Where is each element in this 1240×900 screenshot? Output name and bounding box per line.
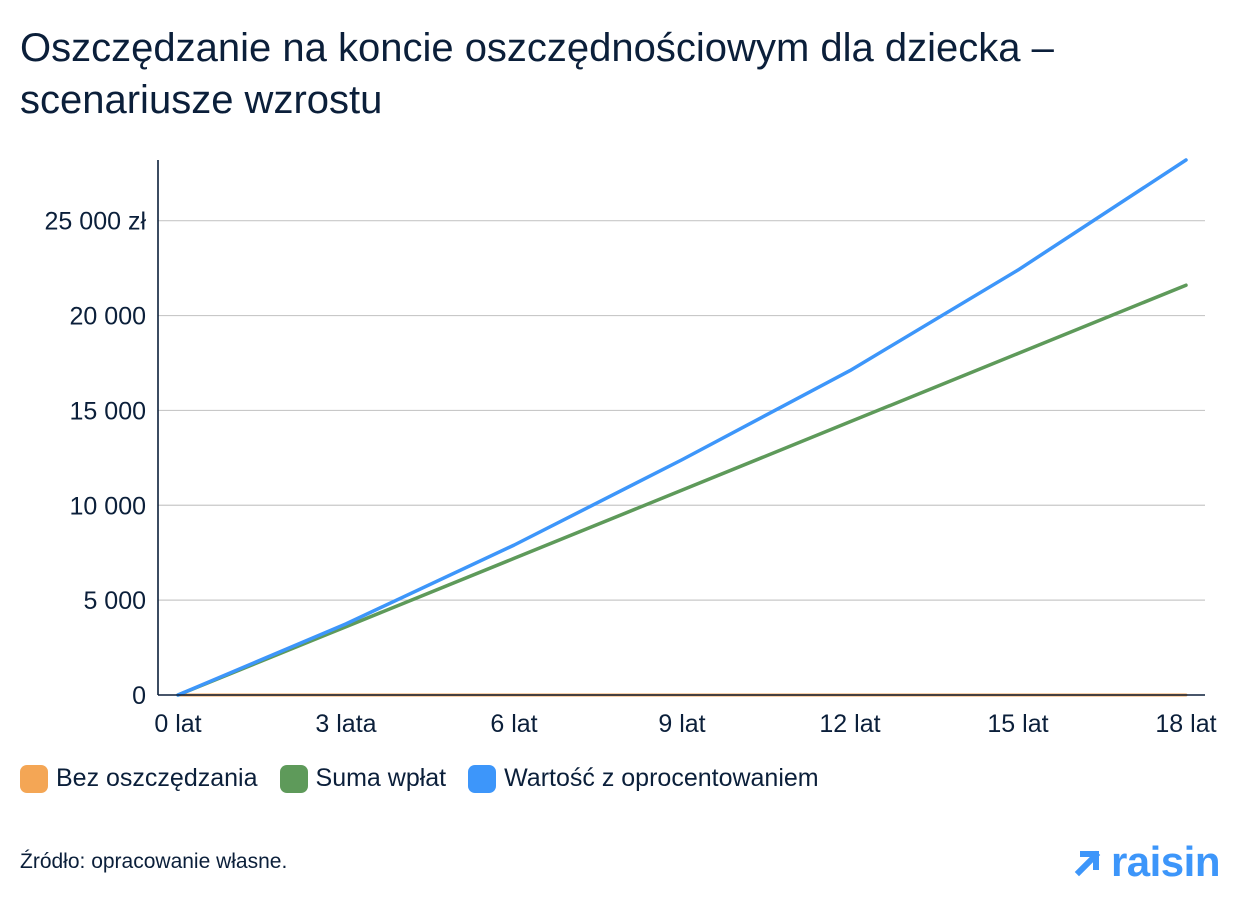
tick-labels: 0 5 000 10 000 15 000 20 000 25 000 zł 0 lat 3 … (45, 208, 1217, 738)
legend-item-suma-wplat: Suma wpłat (279, 764, 447, 793)
x-tick-label: 9 lat (658, 710, 705, 738)
axes (157, 160, 1205, 696)
x-tick-label: 0 lat (154, 710, 201, 738)
legend-item-bez-oszczedzania: Bez oszczędzania (20, 764, 258, 793)
y-tick-label: 10 000 (70, 492, 146, 520)
y-tick-label: 0 (132, 682, 146, 710)
series-lines (176, 158, 1188, 697)
legend-item-wartosc: Wartość z oprocentowaniem (468, 764, 819, 793)
x-tick-label: 18 lat (1155, 710, 1216, 738)
series-line-2 (176, 158, 1188, 697)
y-tick-label: 25 000 zł (45, 208, 147, 236)
legend-swatch-suma (279, 764, 308, 793)
legend-swatch-wartosc (468, 764, 497, 793)
y-tick-label: 15 000 (70, 397, 146, 425)
legend-swatch-bez (20, 764, 48, 793)
legend-label-wartosc: Wartość z oprocentowaniem (504, 764, 819, 792)
source-note: Źródło: opracowanie własne. (20, 850, 288, 873)
x-tick-label: 6 lat (490, 710, 537, 738)
logo-text: raisin (1110, 838, 1221, 885)
legend-label-bez: Bez oszczędzania (56, 764, 258, 792)
x-tick-label: 12 lat (819, 710, 880, 738)
arrow-up-right-icon (1074, 850, 1101, 877)
legend: Bez oszczędzania Suma wpłat Wartość z op… (20, 764, 819, 793)
grid-lines (158, 220, 1205, 601)
y-tick-label: 20 000 (70, 303, 146, 331)
chart-title: Oszczędzanie na koncie oszczędnościowym … (20, 26, 1054, 122)
raisin-logo[interactable]: raisin (1071, 838, 1221, 886)
x-tick-label: 15 lat (987, 710, 1048, 738)
y-tick-label: 5 000 (83, 587, 146, 615)
legend-label-suma: Suma wpłat (315, 764, 447, 792)
series-line-1 (176, 283, 1188, 697)
x-tick-label: 3 lata (315, 710, 376, 738)
